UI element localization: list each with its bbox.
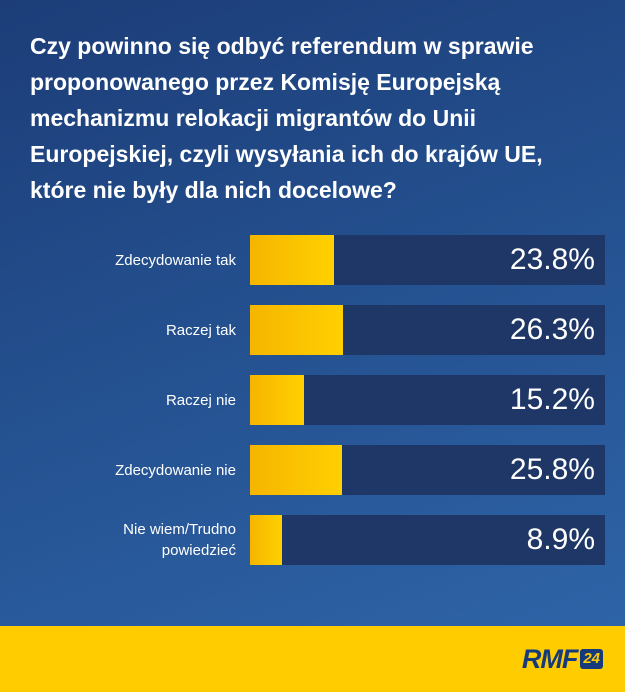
rmf24-logo[interactable]: RMF 24 — [522, 644, 603, 674]
value-label: 26.3% — [509, 313, 595, 346]
category-label: Raczej nie — [165, 391, 236, 409]
bar — [250, 445, 342, 495]
value-label: 25.8% — [509, 453, 595, 486]
bar-row: Zdecydowanie nie 25.8% — [0, 445, 625, 495]
bar — [250, 375, 304, 425]
bar-track: 23.8% — [250, 235, 605, 285]
category-label: Nie wiem/Trudno powiedzieć — [123, 521, 236, 559]
chart-title: Czy powinno się odbyć referendum w spraw… — [30, 33, 543, 203]
bar — [250, 305, 344, 355]
bar — [250, 515, 282, 565]
bar-track: 26.3% — [250, 305, 605, 355]
logo-badge: 24 — [580, 649, 603, 669]
value-label: 15.2% — [509, 383, 595, 416]
category-label: Zdecydowanie nie — [115, 461, 236, 479]
bar-track: 25.8% — [250, 445, 605, 495]
bar-row: Raczej tak 26.3% — [0, 305, 625, 355]
bar — [250, 235, 335, 285]
category-label: Raczej tak — [165, 321, 236, 339]
bar-row: Raczej nie 15.2% — [0, 375, 625, 425]
value-label: 8.9% — [526, 523, 595, 556]
category-label: Zdecydowanie tak — [115, 251, 236, 269]
bar-row: Zdecydowanie tak 23.8% — [0, 235, 625, 285]
value-label: 23.8% — [509, 243, 595, 276]
logo-text: RMF — [521, 643, 578, 674]
bar-track: 8.9% — [250, 515, 605, 565]
bar-row: Nie wiem/Trudno powiedzieć 8.9% — [0, 515, 625, 565]
bar-track: 15.2% — [250, 375, 605, 425]
footer-bar: RMF 24 — [0, 626, 625, 692]
